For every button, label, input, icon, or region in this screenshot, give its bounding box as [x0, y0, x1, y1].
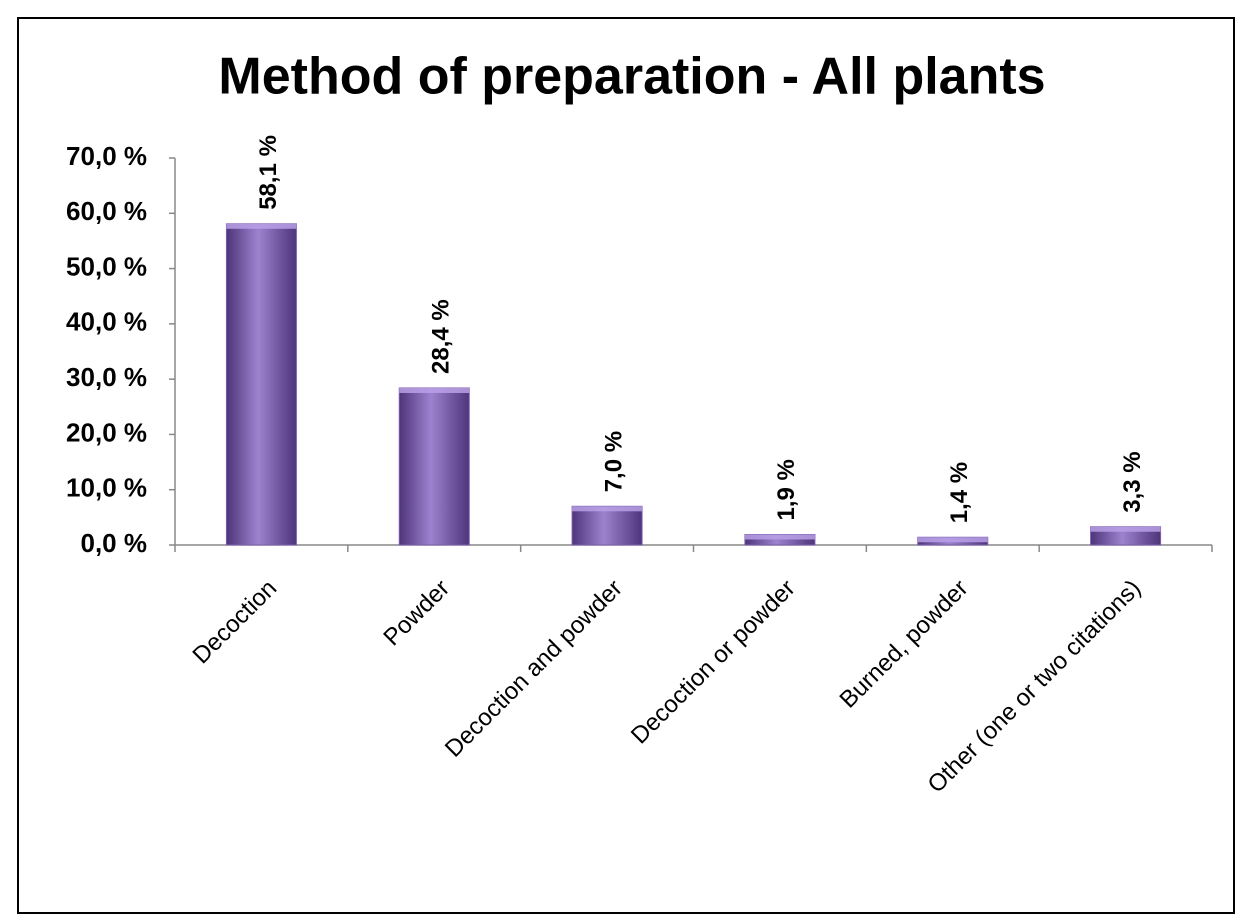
value-label: 7,0 %: [600, 431, 627, 492]
y-tick-label: 70,0 %: [66, 141, 147, 171]
value-label: 3,3 %: [1119, 451, 1146, 512]
chart-frame: [17, 17, 1235, 914]
bar-cap: [1090, 526, 1161, 532]
bar: [225, 223, 297, 546]
bar-cap: [917, 537, 988, 543]
y-tick-label: 40,0 %: [66, 307, 147, 337]
bar-cap: [744, 534, 815, 540]
y-tick-label: 10,0 %: [66, 473, 147, 503]
bar-cap: [399, 387, 470, 393]
bar-cap: [572, 506, 643, 512]
y-tick-label: 0,0 %: [81, 528, 148, 558]
y-tick-label: 60,0 %: [66, 196, 147, 226]
y-tick-label: 30,0 %: [66, 362, 147, 392]
bar: [398, 387, 470, 546]
value-label: 28,4 %: [428, 299, 455, 374]
chart-title: Method of preparation - All plants: [218, 48, 1045, 106]
y-tick-label: 20,0 %: [66, 417, 147, 447]
bar-cap: [226, 223, 297, 229]
value-label: 1,4 %: [946, 462, 973, 523]
y-tick-label: 50,0 %: [66, 251, 147, 281]
value-label: 1,9 %: [773, 459, 800, 520]
bar: [571, 505, 643, 546]
value-label: 58,1 %: [255, 135, 282, 210]
